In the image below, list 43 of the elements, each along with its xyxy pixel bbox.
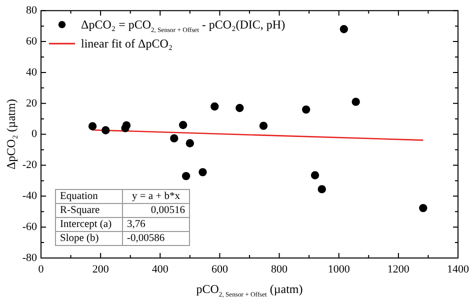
x-tick-label: 200 — [92, 263, 110, 276]
point — [178, 120, 188, 130]
point — [419, 204, 428, 212]
annotation: y = a + b*x — [122, 190, 190, 204]
annotation: 3,76 — [122, 218, 190, 232]
point — [318, 185, 326, 194]
legend-label: linear fit of ΔpCO₂ — [81, 36, 173, 51]
y-tick-label: 20 — [26, 97, 38, 110]
x-tick-label: 1200 — [387, 263, 410, 276]
y-tick-label: 40 — [26, 66, 38, 78]
x-tick-label: 600 — [211, 263, 228, 276]
point — [198, 168, 207, 176]
point — [352, 98, 360, 106]
annotation: 0,00516 — [122, 204, 190, 218]
point — [88, 122, 97, 130]
point — [182, 172, 190, 180]
y-tick-label: -60 — [22, 220, 38, 233]
x-tick-label: 1400 — [447, 263, 470, 276]
point — [310, 171, 320, 180]
annotation: Intercept (a) — [56, 218, 122, 232]
point — [122, 121, 131, 130]
y-axis-title: ΔpCO₂ (µatm) — [4, 99, 18, 170]
annotation: Equation — [56, 190, 122, 204]
x-tick-label: 1000 — [328, 263, 350, 276]
annotation: Slope (b) — [56, 232, 122, 246]
annotation: R-Square — [56, 204, 122, 218]
y-tick-label: -20 — [22, 159, 38, 172]
point — [259, 122, 268, 130]
point — [236, 104, 244, 112]
point — [340, 25, 348, 34]
x-tick-label: 800 — [271, 263, 288, 276]
annotation: -0,00586 — [122, 232, 190, 246]
point — [302, 105, 310, 114]
point — [102, 126, 110, 134]
y-tick-label: 0 — [32, 128, 38, 140]
point — [170, 134, 178, 142]
point — [186, 139, 194, 148]
y-tick-label: 80 — [26, 4, 38, 16]
point — [210, 102, 219, 111]
x-tick-label: 400 — [152, 263, 169, 276]
y-tick-label: 60 — [26, 35, 38, 48]
y-tick-label: -80 — [22, 252, 38, 264]
y-tick-label: -40 — [22, 190, 38, 202]
